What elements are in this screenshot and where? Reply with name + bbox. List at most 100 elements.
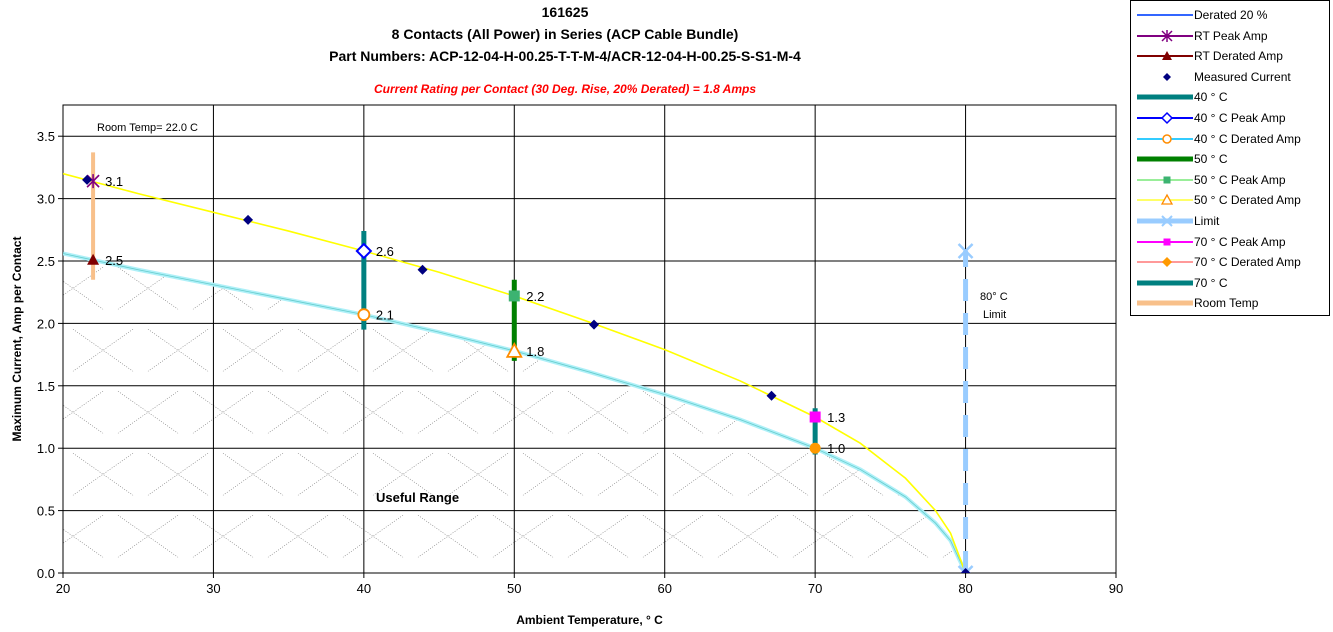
legend-label: 40 ° C [1194, 90, 1228, 105]
legend-label: 70 ° C Derated Amp [1194, 255, 1301, 270]
legend-label: Room Temp [1194, 296, 1259, 311]
x-tick-label: 20 [56, 581, 70, 596]
legend-swatch [1137, 238, 1193, 246]
legend-swatch [1137, 29, 1193, 42]
y-tick-label: 1.5 [37, 379, 55, 394]
legend-marker [1163, 238, 1171, 246]
y-axis-label: Maximum Current, Amp per Contact [10, 237, 24, 442]
legend-swatch [1163, 72, 1171, 81]
legend-item: 40 ° C [1131, 87, 1329, 107]
legend-label: 70 ° C Peak Amp [1194, 234, 1286, 249]
legend-marker [1162, 51, 1172, 61]
marker-measured-current-shape [243, 214, 254, 225]
marker-rt-derated-amp-shape [87, 253, 100, 265]
legend-swatch [1137, 280, 1193, 286]
legend-item: RT Peak Amp [1131, 26, 1329, 46]
data-label: 2.5 [105, 253, 123, 268]
chart-subtitle-contacts: 8 Contacts (All Power) in Series (ACP Ca… [391, 26, 739, 42]
marker-70-c-peak-amp [809, 411, 821, 423]
legend-label: 40 ° C Peak Amp [1194, 111, 1286, 125]
y-tick-label: 2.0 [37, 316, 55, 331]
chart-legend: Derated 20 % RT Peak Amp RT Derated Amp Mea… [1130, 0, 1330, 316]
legend-label: RT Derated Amp [1194, 49, 1283, 64]
marker-measured-current [243, 214, 254, 225]
legend-swatch [1137, 300, 1193, 306]
marker-50-c-peak-amp [508, 290, 520, 302]
legend-marker [1160, 111, 1174, 125]
limit-annotation-line1: 80° C [980, 291, 1008, 303]
y-tick-label: 1.0 [37, 441, 55, 456]
legend-swatch [1137, 94, 1193, 100]
x-tick-label: 80 [958, 581, 972, 596]
marker-measured-current [960, 568, 971, 573]
legend-swatch [1137, 194, 1193, 206]
data-label: 1.0 [827, 441, 845, 456]
current-rating-note: Current Rating per Contact (30 Deg. Rise… [374, 82, 756, 96]
legend-label: 50 ° C Peak Amp [1194, 172, 1286, 187]
data-label: 2.1 [376, 308, 394, 323]
y-tick-label: 3.0 [37, 192, 55, 207]
legend-marker [1162, 133, 1172, 144]
legend-marker [1163, 176, 1171, 184]
legend-label: Derated 20 % [1194, 8, 1268, 22]
marker-40-c-peak-amp-shape [355, 242, 373, 260]
y-tick-label: 2.5 [37, 254, 55, 269]
x-tick-label: 60 [657, 581, 671, 596]
legend-item: 70 ° C [1131, 273, 1329, 293]
legend-marker [1160, 194, 1174, 206]
legend-swatch [1137, 51, 1193, 61]
series-derated-curve-edge [63, 253, 966, 573]
x-tick-label: 40 [357, 581, 371, 596]
marker-50-c-peak-amp-shape [508, 290, 520, 302]
legend-item: Measured Current [1131, 67, 1329, 87]
legend-swatch [1137, 14, 1193, 16]
legend-marker [1161, 29, 1173, 42]
legend-item: RT Derated Amp [1131, 46, 1329, 66]
room-temp-annotation: Room Temp= 22.0 C [97, 122, 198, 134]
legend-label: 50 ° C Derated Amp [1194, 193, 1301, 208]
legend-marker [1162, 257, 1172, 268]
plot-border [62, 104, 1117, 574]
chart-plot: 20 30 40 50 60 70 80 90 0.0 0.5 1.0 1.5 2.0 2.5 3.0 3.5… [10, 104, 1123, 627]
marker-40-c-peak-amp [355, 242, 373, 260]
legend-swatch [1137, 176, 1193, 184]
x-tick-label: 30 [206, 581, 220, 596]
legend-label: 70 ° C [1194, 275, 1228, 290]
legend-swatch [1137, 111, 1193, 125]
legend-item: 50 ° C [1131, 149, 1329, 169]
legend-item: 40 ° C Peak Amp [1131, 108, 1329, 128]
marker-measured-current-shape [82, 174, 93, 185]
legend-swatch [1137, 156, 1193, 162]
marker-measured-current [417, 264, 428, 275]
data-label: 1.3 [827, 410, 845, 425]
legend-label: 50 ° C [1194, 152, 1228, 167]
marker-rt-derated-amp [87, 253, 100, 265]
legend-marker [1161, 215, 1173, 227]
legend-item: Room Temp [1131, 293, 1329, 313]
plot-series [63, 152, 974, 573]
marker-50-c-derated-amp [505, 341, 523, 358]
hatch-mask [63, 105, 1116, 573]
marker-measured-current [589, 319, 600, 330]
legend-item: 40 ° C Derated Amp [1131, 129, 1329, 149]
marker-measured-current-shape [960, 568, 971, 573]
hatch-mask-right [965, 105, 1116, 573]
marker-measured-current-shape [417, 264, 428, 275]
chart-title: 161625 [541, 4, 589, 20]
limit-x-marker [957, 565, 974, 573]
legend-label: Limit [1194, 214, 1220, 228]
marker-70-c-peak-amp-shape [809, 411, 821, 423]
marker-measured-current [82, 174, 93, 185]
x-tick-label: 70 [808, 581, 822, 596]
legend-label: RT Peak Amp [1194, 28, 1268, 43]
legend-item: Derated 20 % [1131, 5, 1329, 25]
data-label: 2.6 [376, 244, 394, 259]
y-tick-label: 0.0 [37, 566, 55, 581]
chart-subtitle-part-numbers: Part Numbers: ACP-12-04-H-00.25-T-T-M-4/… [329, 48, 801, 64]
data-label: 2.2 [526, 289, 544, 304]
limit-annotation-line2: Limit [983, 309, 1006, 321]
marker-measured-current-shape [766, 390, 777, 401]
marker-70-c-derated-amp-shape [809, 442, 821, 454]
legend-item: 50 ° C Peak Amp [1131, 170, 1329, 190]
marker-50-c-derated-amp-shape [505, 341, 523, 358]
